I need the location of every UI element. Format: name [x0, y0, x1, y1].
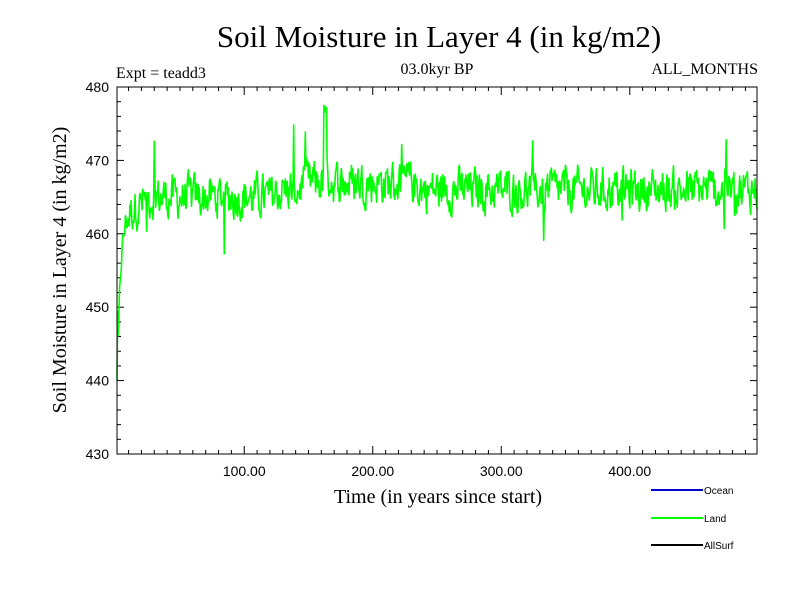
- period-label: 03.0kyr BP: [401, 61, 474, 78]
- y-axis-label: Soil Moisture in Layer 4 (in kg/m2): [49, 127, 71, 414]
- chart-title: Soil Moisture in Layer 4 (in kg/m2): [217, 19, 661, 54]
- series-line-land: [116, 104, 758, 381]
- x-axis-tick-labels: 100.00 200.00 300.00 400.00: [223, 463, 652, 479]
- plot-frame: [116, 86, 758, 455]
- y-axis-ticks: [117, 86, 757, 455]
- y-tick-label: 480: [86, 79, 110, 95]
- x-tick-label: 300.00: [480, 463, 523, 479]
- months-label: ALL_MONTHS: [651, 61, 758, 78]
- y-tick-label: 430: [86, 446, 110, 462]
- y-tick-label: 470: [86, 152, 110, 168]
- y-tick-label: 460: [86, 226, 110, 242]
- legend-label-allsurf: AllSurf: [704, 541, 734, 552]
- experiment-label: Expt = teadd3: [116, 65, 206, 82]
- x-tick-label: 400.00: [608, 463, 651, 479]
- x-tick-label: 200.00: [351, 463, 394, 479]
- y-tick-label: 440: [86, 373, 110, 389]
- y-tick-label: 450: [86, 299, 110, 315]
- x-axis-ticks: [128, 87, 746, 454]
- legend: Ocean Land AllSurf: [651, 486, 734, 552]
- x-axis-label: Time (in years since start): [334, 486, 542, 508]
- x-tick-label: 100.00: [223, 463, 266, 479]
- legend-label-land: Land: [704, 514, 726, 525]
- legend-label-ocean: Ocean: [704, 486, 733, 497]
- y-axis-tick-labels: 430 440 450 460 470 480: [86, 79, 110, 462]
